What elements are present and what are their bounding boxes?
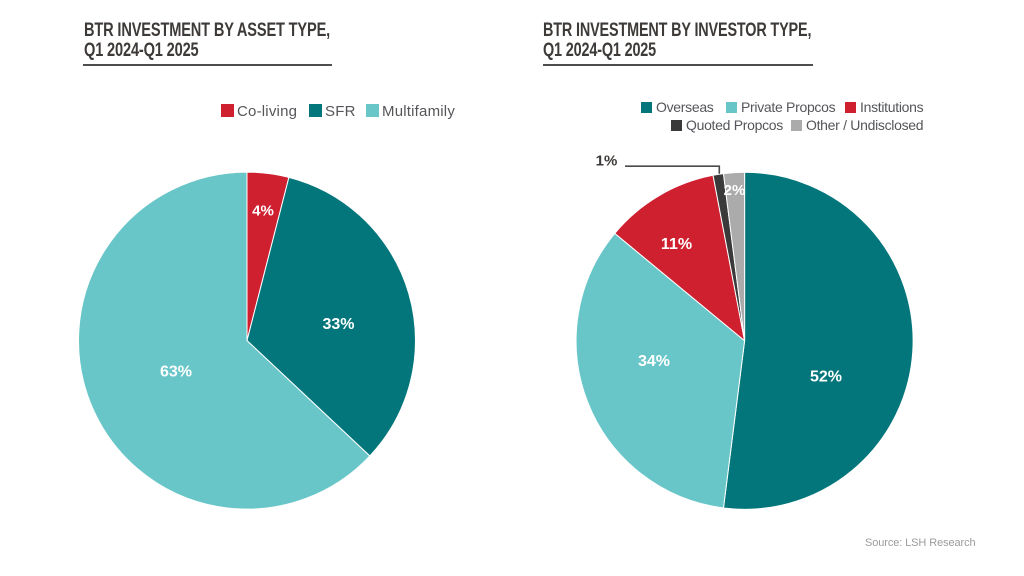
svg-text:4%: 4% bbox=[252, 203, 274, 220]
svg-text:52%: 52% bbox=[810, 368, 842, 385]
svg-text:34%: 34% bbox=[638, 353, 670, 370]
svg-text:11%: 11% bbox=[661, 236, 692, 253]
svg-text:1%: 1% bbox=[596, 152, 618, 169]
svg-text:2%: 2% bbox=[724, 182, 746, 199]
svg-text:33%: 33% bbox=[322, 316, 354, 333]
svg-text:63%: 63% bbox=[160, 363, 192, 380]
